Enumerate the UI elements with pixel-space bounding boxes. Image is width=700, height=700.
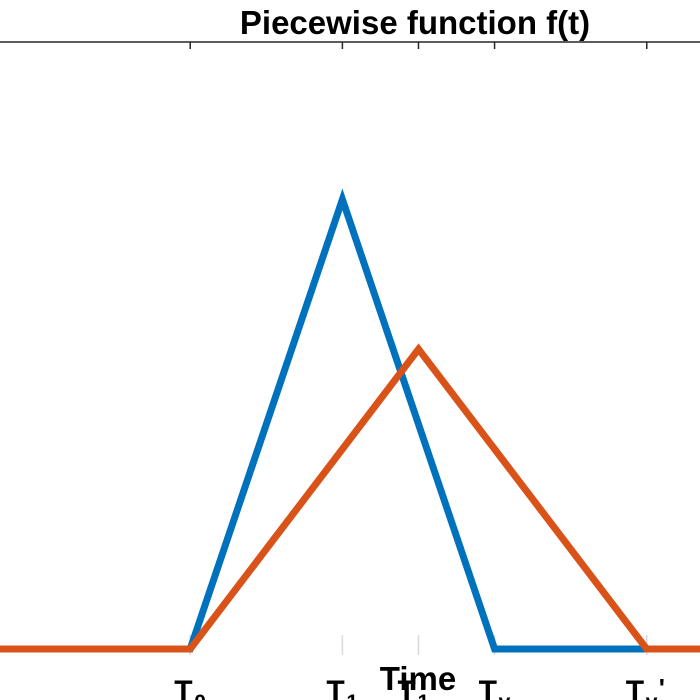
tick-label-main: T (174, 675, 192, 700)
tick-label-T1-prime: T1' (397, 673, 436, 700)
tick-label-Tv: Tv (479, 675, 511, 700)
series-line-2 (0, 343, 700, 653)
chart-title: Piecewise function f(t) (240, 4, 590, 41)
tick-label-subscript: v (646, 691, 658, 700)
tick-label-subscript: 0 (194, 691, 206, 700)
series-group (0, 188, 700, 653)
tick-label-subscript: 1 (346, 691, 358, 700)
tick-label-Tv-prime: Tv' (626, 673, 665, 700)
tick-label-main: T (397, 675, 415, 700)
tick-label-main: T (479, 675, 497, 700)
x-axis-label: Time (380, 660, 456, 697)
tick-label-prime: ' (430, 673, 436, 700)
tick-label-main: T (626, 675, 644, 700)
tick-label-subscript: v (499, 691, 511, 700)
tick-label-subscript: 1 (417, 691, 429, 700)
tick-label-T0: T0 (174, 675, 206, 700)
tick-label-main: T (326, 675, 344, 700)
top-ticks (189, 42, 648, 49)
tick-label-prime: ' (659, 673, 665, 700)
tick-label-T1: T1 (326, 675, 358, 700)
x-tick-labels: T0T1T1'TvTv' (174, 673, 665, 700)
